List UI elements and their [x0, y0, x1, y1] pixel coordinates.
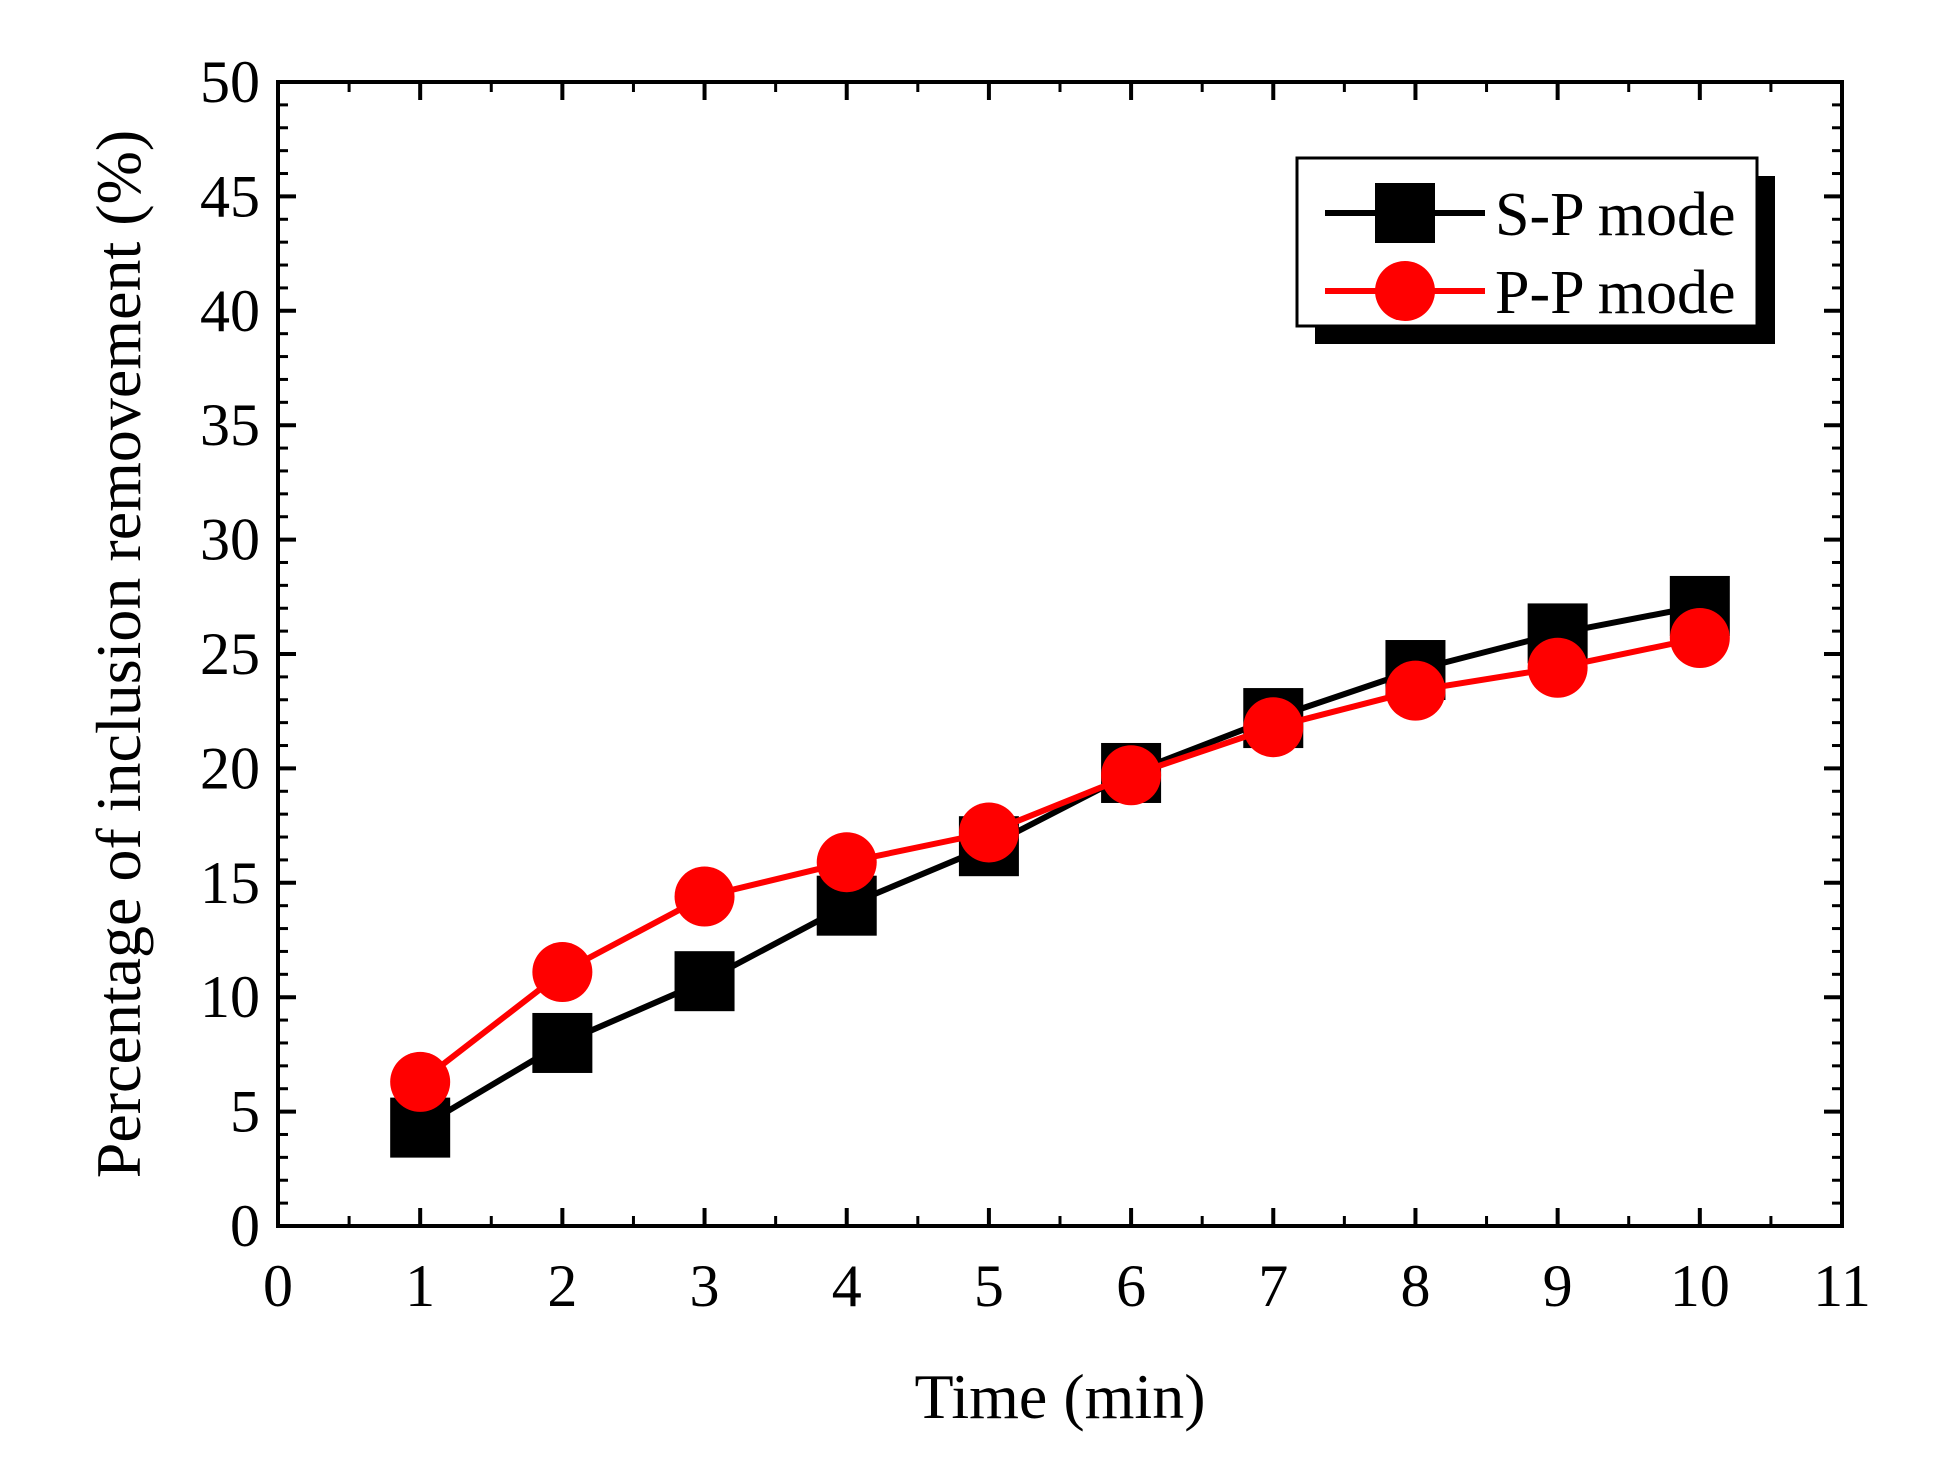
data-point-p-p-mode [816, 832, 877, 893]
x-tick-label: 9 [1543, 1253, 1573, 1319]
y-tick-label: 45 [200, 163, 260, 229]
data-point-p-p-mode [1243, 697, 1304, 758]
data-series [390, 575, 1730, 1158]
x-tick-label: 0 [263, 1253, 293, 1319]
x-tick-label: 7 [1258, 1253, 1288, 1319]
data-point-s-p-mode [674, 951, 735, 1012]
y-tick-label: 35 [200, 392, 260, 458]
x-tick-label: 10 [1670, 1253, 1730, 1319]
x-tick-label: 5 [974, 1253, 1004, 1319]
x-tick-label: 1 [405, 1253, 435, 1319]
data-point-s-p-mode [532, 1012, 593, 1073]
x-tick-label: 11 [1813, 1253, 1871, 1319]
y-tick-label: 20 [200, 735, 260, 801]
y-tick-label: 10 [200, 964, 260, 1030]
series-line-s-p-mode [418, 603, 1701, 1131]
y-tick-label: 30 [200, 507, 260, 573]
x-tick-label: 8 [1400, 1253, 1430, 1319]
y-tick-label: 0 [230, 1193, 260, 1259]
legend: S-P mode P-P mode [1295, 156, 1775, 344]
legend-label-s-p-mode: S-P mode [1495, 181, 1736, 249]
data-point-p-p-mode [674, 866, 735, 927]
legend-marker-p-p-mode [1375, 261, 1435, 321]
data-point-p-p-mode [1527, 637, 1588, 698]
y-tick-label: 25 [200, 621, 260, 687]
data-point-p-p-mode [390, 1051, 451, 1112]
data-point-p-p-mode [1385, 660, 1446, 721]
y-tick-label: 50 [200, 49, 260, 115]
legend-box [1295, 156, 1759, 328]
y-tick-label: 5 [230, 1079, 260, 1145]
y-axis-title: Percentage of inclusion removement (%) [83, 130, 154, 1179]
data-point-p-p-mode [532, 942, 593, 1003]
legend-label-p-p-mode: P-P mode [1495, 259, 1736, 327]
data-point-p-p-mode [1669, 607, 1730, 668]
legend-marker-s-p-mode [1375, 183, 1435, 243]
y-tick-label: 40 [200, 278, 260, 344]
data-point-p-p-mode [1101, 745, 1162, 806]
data-point-p-p-mode [958, 802, 1019, 863]
x-axis-title: Time (min) [915, 1361, 1206, 1432]
x-tick-label: 6 [1116, 1253, 1146, 1319]
series-line-p-p-mode [418, 635, 1701, 1085]
x-tick-label: 2 [547, 1253, 577, 1319]
series-p-p-mode [390, 607, 1730, 1112]
x-tick-label: 4 [832, 1253, 862, 1319]
x-tick-label: 3 [690, 1253, 720, 1319]
y-tick-label: 15 [200, 850, 260, 916]
